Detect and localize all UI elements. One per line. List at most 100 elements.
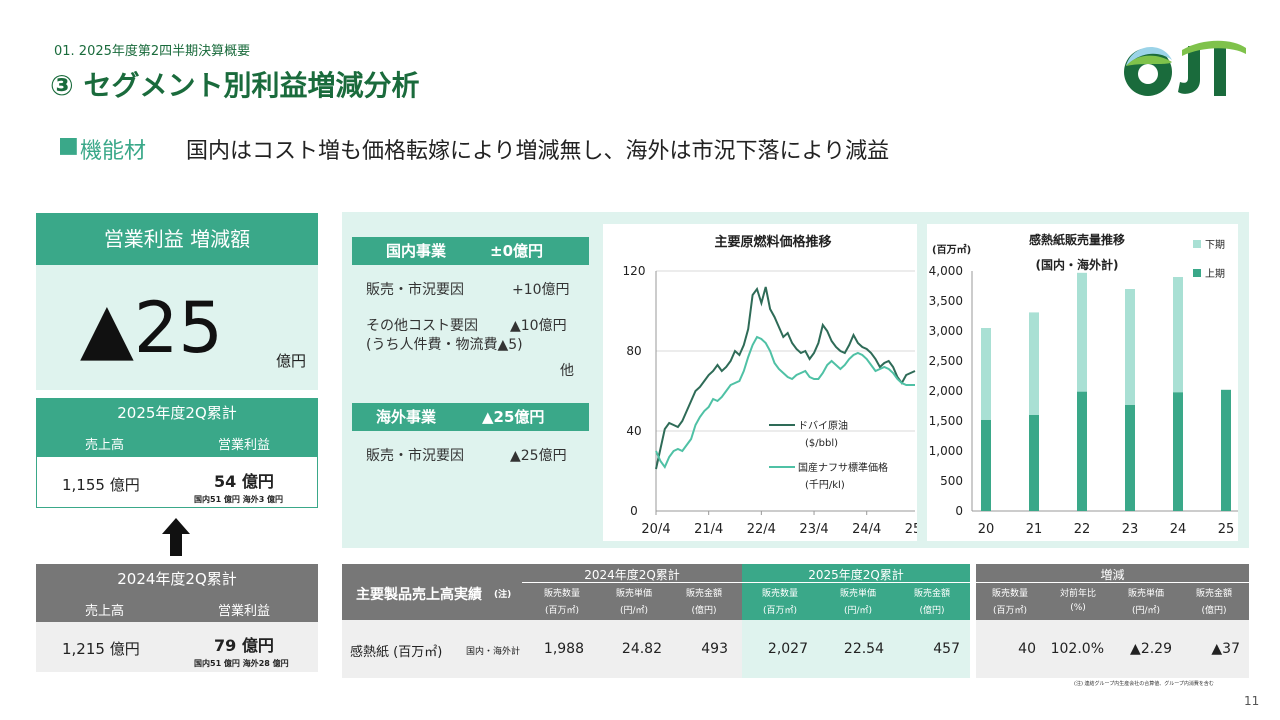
table-title: 主要製品売上高実績 [356,587,482,603]
previous-op-value: 79 億円 [214,636,274,655]
col-unit: (億円) [1201,606,1227,616]
cell-value: 493 [701,641,728,657]
domestic-title: 国内事業 [386,242,447,260]
table-cur-group: 2025年度2Q累計 [808,568,904,582]
legend-h2-label: 下期 [1205,239,1225,251]
x-tick-label: 23 [1122,522,1139,537]
divider [976,582,1249,583]
col-unit: (円/㎡) [619,606,649,616]
y-tick-label: 0 [630,504,638,518]
y-tick-label: 40 [626,424,641,438]
col-unit: (百万㎡) [544,606,580,616]
bar-h1 [1125,404,1135,511]
subtitle-text: 国内はコスト増も価格転嫁により増減無し、海外は市況下落により減益 [186,139,890,164]
chart2-title: 感熱紙販売量推移 [1029,232,1125,247]
bar-h1 [981,419,991,511]
domestic-row-label: その他コスト要因 [366,318,478,334]
col-header: 販売金額 [1195,589,1232,599]
current-op-value: 54 億円 [214,472,274,491]
x-tick-label: 21 [1026,522,1043,537]
chart2-subtitle: (国内・海外計) [1036,257,1119,272]
op-change-body [36,265,318,390]
y-tick-label: 2,500 [929,354,963,368]
current-op-detail: 国内51 億円 海外3 億円 [194,495,284,504]
divider [522,582,742,583]
y-tick-label: 1,500 [929,414,963,428]
col-header: 販売単価 [1127,589,1164,599]
cell-value: 24.82 [621,641,662,657]
series-line-1 [655,335,915,469]
x-tick-label: 20 [978,522,995,537]
current-sales-label: 売上高 [85,438,125,453]
current-period-title: 2025年度2Q累計 [36,398,318,428]
x-tick-label: 25 [1218,522,1235,537]
cell-value: 22.54 [843,641,884,657]
x-tick-label: 24/4 [852,522,881,537]
breadcrumb: 01. 2025年度第2四半期決算概要 [54,44,251,59]
current-period-body [36,456,318,508]
bar-h1 [1173,392,1183,511]
page-number: 11 [1244,694,1260,708]
previous-op-detail: 国内51 億円 海外28 億円 [194,659,289,668]
table-title-cell: 主要製品売上高実績 (注) [342,564,522,620]
cell-value: ▲2.29 [1130,641,1172,657]
col-unit: (円/㎡) [843,606,873,616]
table-row-current [742,620,970,678]
op-change-unit: 億円 [276,352,307,370]
previous-period-body [36,622,318,672]
series-line-0 [655,286,916,470]
cell-value: 2,027 [767,641,808,657]
domestic-row-value: +10億円 [512,282,570,298]
fuel-price-chart: 主要原燃料価格推移 0 40 80 120 20/4 21/4 22/4 23/4 24/4 2… [623,234,917,537]
y-tick-label: 80 [626,344,641,358]
domestic-value: ±0億円 [490,242,544,260]
current-sales-value: 1,155 億円 [62,476,140,494]
domestic-row-value: ▲10億円 [510,318,567,334]
overseas-value: ▲25億円 [482,408,545,426]
fuel-price-chart-bg [603,224,917,541]
overseas-row-value: ▲25億円 [510,448,567,464]
cell-value: ▲37 [1211,641,1240,657]
col-header: 販売数量 [991,589,1028,599]
y-tick-label: 2,000 [929,384,963,398]
x-tick-label: 22 [1074,522,1091,537]
legend-h1-swatch [1193,269,1201,277]
domestic-row-label: 販売・市況要因 [366,282,464,298]
x-tick-label: 22/4 [747,522,776,537]
divider [742,582,970,583]
col-unit: (億円) [919,606,945,616]
previous-sales-value: 1,215 億円 [62,640,140,658]
x-tick-label: 21/4 [694,522,723,537]
x-tick-label: 25/4 [905,522,917,537]
x-tick-label: 20/4 [641,522,670,537]
bar-h2 [981,328,991,420]
bar-h2 [1077,272,1087,392]
col-header: 販売金額 [685,589,722,599]
legend-h2-swatch [1193,240,1201,248]
col-unit: (百万㎡) [992,606,1028,616]
bar-h2 [1029,312,1039,415]
row-label: 感熱紙 (百万㎡) [350,645,443,660]
col-header: 販売数量 [543,589,580,599]
col-header: 販売単価 [615,589,652,599]
table-title-note: (注) [494,590,512,600]
y-tick-label: 1,000 [929,444,963,458]
table-row-diff [976,620,1249,678]
previous-sales-label: 売上高 [85,604,125,619]
previous-op-label: 営業利益 [218,604,271,619]
legend-naphtha-label: 国産ナフサ標準価格 [798,461,888,474]
page-title: ③ セグメント別利益増減分析 [50,69,420,102]
legend-crude-label: ドバイ原油 [798,419,848,432]
bar-h2 [1125,289,1135,405]
table-cur-header-bg [742,564,970,620]
chart1-title: 主要原燃料価格推移 [714,234,831,250]
cell-value: 40 [1018,641,1036,657]
arrow-up-icon [162,518,190,556]
bar-h1 [1029,415,1039,511]
legend-crude-unit: ($/bbl) [805,438,838,449]
col-header: 販売金額 [913,589,950,599]
cell-value: 457 [933,641,960,657]
col-header: 販売単価 [839,589,876,599]
table-diff-header-bg [976,564,1249,620]
col-unit: (%) [1070,603,1086,613]
